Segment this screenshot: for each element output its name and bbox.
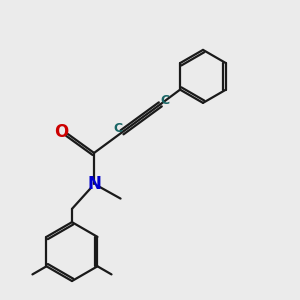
Text: N: N — [87, 175, 101, 193]
Text: C: C — [160, 94, 169, 107]
Text: C: C — [113, 122, 122, 135]
Text: O: O — [54, 123, 68, 141]
